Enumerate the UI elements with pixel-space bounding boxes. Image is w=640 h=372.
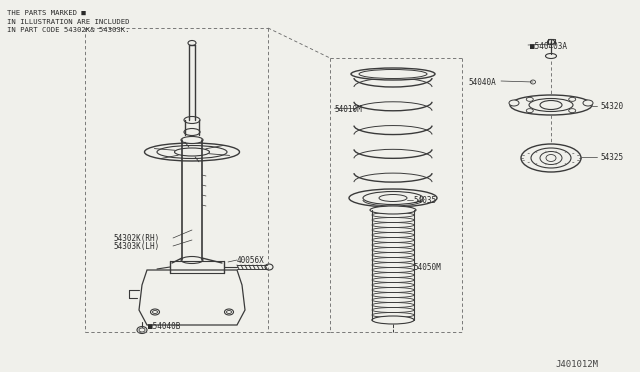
Ellipse shape — [509, 100, 519, 106]
Text: 40056X: 40056X — [237, 256, 265, 265]
Ellipse shape — [372, 316, 414, 324]
Ellipse shape — [531, 148, 571, 168]
Text: 54320: 54320 — [600, 102, 623, 111]
Ellipse shape — [526, 97, 533, 101]
Ellipse shape — [510, 95, 592, 115]
Ellipse shape — [349, 189, 437, 207]
Ellipse shape — [184, 116, 200, 124]
Ellipse shape — [540, 151, 562, 164]
Ellipse shape — [150, 309, 159, 315]
Ellipse shape — [188, 41, 196, 45]
Text: ■540403A: ■540403A — [530, 42, 567, 51]
Ellipse shape — [370, 206, 416, 214]
Ellipse shape — [184, 128, 200, 135]
Text: ■54040B: ■54040B — [148, 322, 180, 331]
Ellipse shape — [526, 109, 533, 113]
Ellipse shape — [227, 311, 232, 314]
Ellipse shape — [546, 154, 556, 161]
Text: 54010M: 54010M — [334, 105, 362, 114]
Ellipse shape — [540, 100, 562, 109]
Ellipse shape — [583, 100, 593, 106]
Ellipse shape — [139, 328, 145, 332]
Ellipse shape — [569, 97, 576, 101]
Text: 54302K(RH): 54302K(RH) — [113, 234, 159, 243]
Ellipse shape — [569, 109, 576, 113]
Ellipse shape — [181, 257, 203, 263]
Ellipse shape — [152, 311, 157, 314]
Text: 54040A: 54040A — [468, 78, 496, 87]
Ellipse shape — [181, 137, 203, 144]
Ellipse shape — [137, 327, 147, 334]
Ellipse shape — [351, 68, 435, 80]
Text: 54303K(LH): 54303K(LH) — [113, 242, 159, 251]
Text: 54325: 54325 — [600, 153, 623, 162]
Polygon shape — [139, 270, 245, 325]
Ellipse shape — [265, 264, 273, 270]
Ellipse shape — [157, 145, 227, 158]
Ellipse shape — [545, 54, 557, 58]
Text: 54035: 54035 — [413, 196, 436, 205]
Text: 54050M: 54050M — [413, 263, 441, 272]
Ellipse shape — [359, 70, 427, 78]
Ellipse shape — [225, 309, 234, 315]
Ellipse shape — [529, 99, 573, 112]
Ellipse shape — [521, 144, 581, 172]
Text: J401012M: J401012M — [555, 360, 598, 369]
Ellipse shape — [363, 192, 423, 205]
Ellipse shape — [175, 148, 209, 156]
Ellipse shape — [531, 80, 536, 84]
Ellipse shape — [145, 143, 239, 161]
Ellipse shape — [379, 195, 407, 202]
Text: THE PARTS MARKED ■
IN ILLUSTRATION ARE INCLUDED
IN PART CODE 54302K& 54303K.: THE PARTS MARKED ■ IN ILLUSTRATION ARE I… — [7, 10, 129, 33]
Ellipse shape — [547, 39, 554, 45]
